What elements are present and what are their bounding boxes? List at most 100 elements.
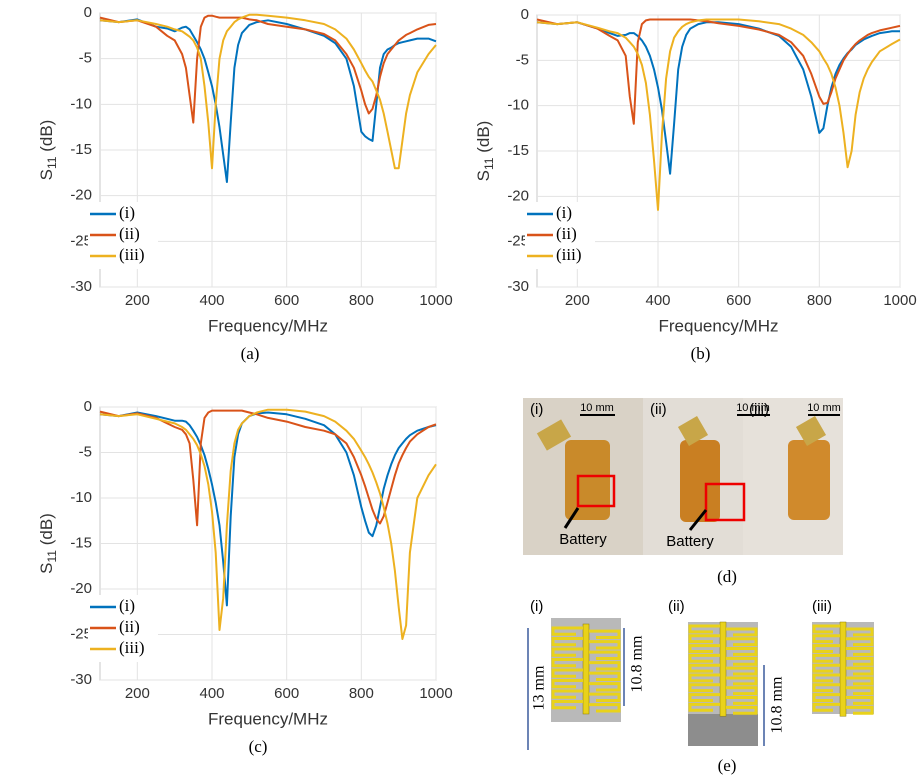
trace xyxy=(688,673,720,683)
photo-label: (ii) xyxy=(650,401,667,418)
trace xyxy=(688,702,720,712)
y-axis-label-part: (dB) xyxy=(37,513,56,550)
series-line xyxy=(99,18,437,183)
photo-panels: (i) 10 mm Battery (ii) 10 mm Battery (ii… xyxy=(523,398,843,586)
trace xyxy=(688,624,720,634)
x-tick-label: 600 xyxy=(274,685,299,702)
x-tick-label: 600 xyxy=(726,292,751,309)
x-tick-label: 600 xyxy=(274,292,299,309)
series-line xyxy=(99,409,437,527)
trace xyxy=(589,650,621,660)
highlight-box xyxy=(704,482,746,522)
y-tick-label: -20 xyxy=(507,187,529,204)
photo-label: (iii) xyxy=(749,401,769,418)
chart: 0 -5 -10 -15 -20 -25 -30 200 400 600 800 1000 Freque… xyxy=(37,4,452,363)
y-axis-label-part: S xyxy=(37,562,56,573)
x-tick-label: 800 xyxy=(349,292,374,309)
trace xyxy=(812,634,840,644)
y-tick-label: -5 xyxy=(79,50,92,67)
scale-label: 10 mm xyxy=(807,402,841,414)
y-tick-label: -25 xyxy=(70,625,92,642)
legend-label: (iii) xyxy=(556,245,582,264)
antenna-photo xyxy=(680,440,720,522)
x-tick-label: 400 xyxy=(199,292,224,309)
y-tick-label: -30 xyxy=(507,278,529,295)
trace xyxy=(726,627,758,637)
chart: 0 -5 -10 -15 -20 -25 -30 200 400 600 800 1000 Freque… xyxy=(37,398,452,756)
dimension-label: 10.8 mm xyxy=(629,635,646,692)
caption: (e) xyxy=(718,756,737,775)
connector-photo xyxy=(677,415,709,447)
trace xyxy=(551,637,583,647)
x-tick-label: 1000 xyxy=(419,292,452,309)
trace xyxy=(812,673,840,683)
caption: (c) xyxy=(249,737,268,756)
chart: 0 -5 -10 -15 -20 -25 -30 200 400 600 800 1000 Freque… xyxy=(474,6,916,363)
y-tick-label: -20 xyxy=(70,187,92,204)
trace xyxy=(812,644,840,653)
y-axis-label: S11 (dB) xyxy=(37,513,59,574)
trace xyxy=(589,692,621,702)
trace xyxy=(846,705,874,715)
x-tick-label: 200 xyxy=(125,292,150,309)
legend-label: (i) xyxy=(119,203,135,222)
y-axis-label: S11 (dB) xyxy=(474,121,496,182)
series-line xyxy=(536,18,901,125)
trace xyxy=(589,703,621,713)
antenna-photo xyxy=(788,440,830,520)
trace xyxy=(589,640,621,650)
trace xyxy=(688,634,720,644)
trace xyxy=(812,624,840,634)
trace xyxy=(839,621,847,717)
series-line xyxy=(99,14,437,124)
trace xyxy=(551,668,583,678)
antenna-photo xyxy=(565,440,610,520)
trace xyxy=(726,676,758,686)
x-tick-label: 800 xyxy=(807,292,832,309)
y-axis-label-part: 11 xyxy=(45,550,59,563)
trace xyxy=(846,676,874,686)
legend-label: (ii) xyxy=(119,617,140,636)
y-axis-label-part: 11 xyxy=(45,156,59,169)
trace xyxy=(688,693,720,702)
dimension-label: 10.8 mm xyxy=(769,676,786,733)
trace xyxy=(551,647,583,657)
series-line xyxy=(99,13,437,170)
y-tick-label: 0 xyxy=(84,4,92,21)
trace xyxy=(846,656,874,666)
legend-label: (i) xyxy=(119,596,135,615)
trace xyxy=(589,629,621,639)
y-axis-label-part: (dB) xyxy=(474,121,493,158)
trace xyxy=(726,686,758,696)
caption: (b) xyxy=(691,344,711,363)
trace xyxy=(726,666,758,676)
trace xyxy=(551,679,583,689)
scale-label: 10 mm xyxy=(736,402,770,414)
trace xyxy=(719,621,727,717)
trace xyxy=(812,683,840,693)
y-tick-label: -15 xyxy=(507,142,529,159)
y-axis-label-part: (dB) xyxy=(37,120,56,157)
diagram-panels: (i) 13 mm 10.8 mm (ii) 10.8 mm (iii) (e) xyxy=(527,598,874,775)
battery xyxy=(688,714,758,746)
trace xyxy=(726,696,758,705)
highlight-box xyxy=(576,474,616,508)
trace xyxy=(551,658,583,668)
y-tick-label: -10 xyxy=(70,489,92,506)
photo-label: (i) xyxy=(530,401,543,418)
arrow xyxy=(688,509,708,531)
trace xyxy=(812,663,840,673)
y-tick-label: 0 xyxy=(84,398,92,415)
dimension-label: 13 mm xyxy=(531,665,548,710)
x-tick-label: 400 xyxy=(199,685,224,702)
y-tick-label: -25 xyxy=(70,232,92,249)
legend-label: (ii) xyxy=(119,224,140,243)
diagram-label: (i) xyxy=(530,598,543,615)
y-tick-label: -10 xyxy=(507,97,529,114)
trace xyxy=(582,623,590,715)
x-tick-label: 800 xyxy=(349,685,374,702)
trace xyxy=(551,700,583,710)
diagram-label: (ii) xyxy=(668,598,685,615)
legend-label: (iii) xyxy=(119,638,145,657)
